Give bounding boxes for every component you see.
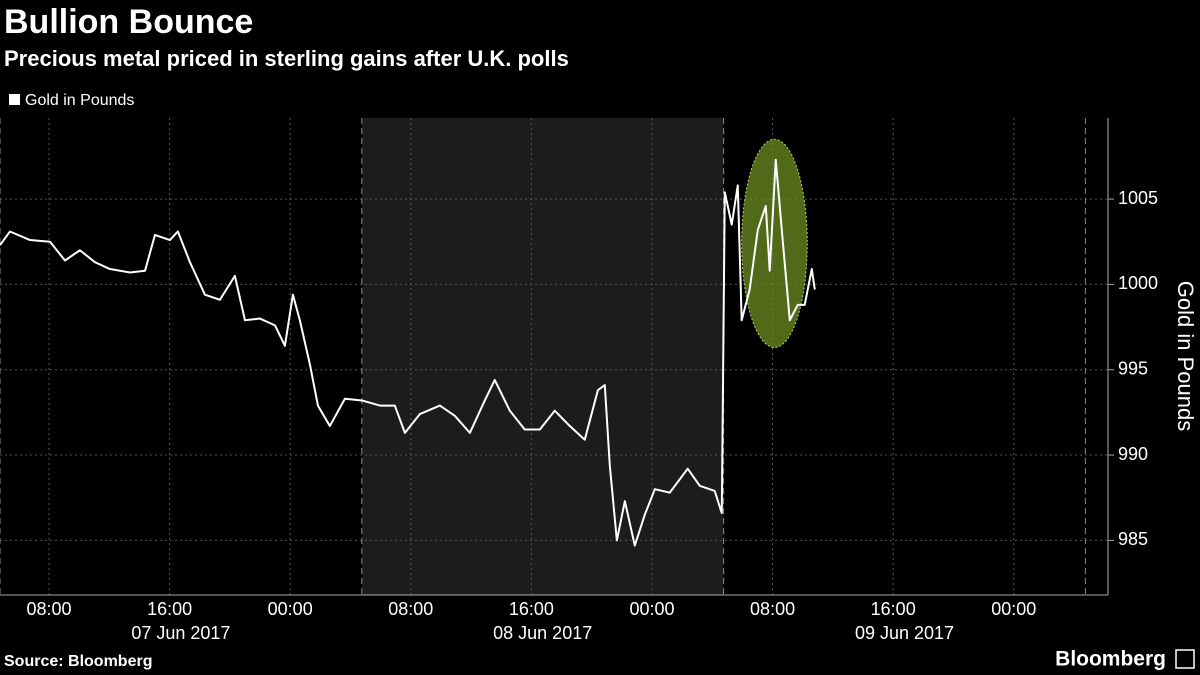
shaded-session (361, 118, 724, 595)
day-label: 07 Jun 2017 (131, 623, 230, 643)
legend-swatch (9, 94, 20, 105)
x-tick-label: 16:00 (147, 599, 192, 619)
x-tick-label: 08:00 (388, 599, 433, 619)
y-tick-label: 1000 (1118, 273, 1158, 293)
price-line (0, 158, 816, 547)
y-axis-title: Gold in Pounds (1173, 281, 1198, 431)
highlight (741, 138, 808, 349)
y-tick-label: 1005 (1118, 188, 1158, 208)
x-tick-label: 00:00 (991, 599, 1036, 619)
x-tick-label: 00:00 (268, 599, 313, 619)
x-tick-label: 08:00 (26, 599, 71, 619)
x-tick-label: 16:00 (509, 599, 554, 619)
day-label: 09 Jun 2017 (855, 623, 954, 643)
brand-icon (1175, 649, 1195, 669)
legend-label: Gold in Pounds (25, 92, 134, 109)
source: Source: Bloomberg (4, 653, 152, 670)
y-tick-label: 990 (1118, 444, 1148, 464)
x-tick-label: 00:00 (629, 599, 674, 619)
brand: Bloomberg (1055, 648, 1166, 671)
x-tick-label: 16:00 (871, 599, 916, 619)
chart-title: Bullion Bounce (4, 3, 253, 41)
y-tick-label: 985 (1118, 529, 1148, 549)
chart-subtitle: Precious metal priced in sterling gains … (4, 46, 569, 71)
x-tick-label: 08:00 (750, 599, 795, 619)
y-tick-label: 995 (1118, 358, 1148, 378)
day-label: 08 Jun 2017 (493, 623, 592, 643)
